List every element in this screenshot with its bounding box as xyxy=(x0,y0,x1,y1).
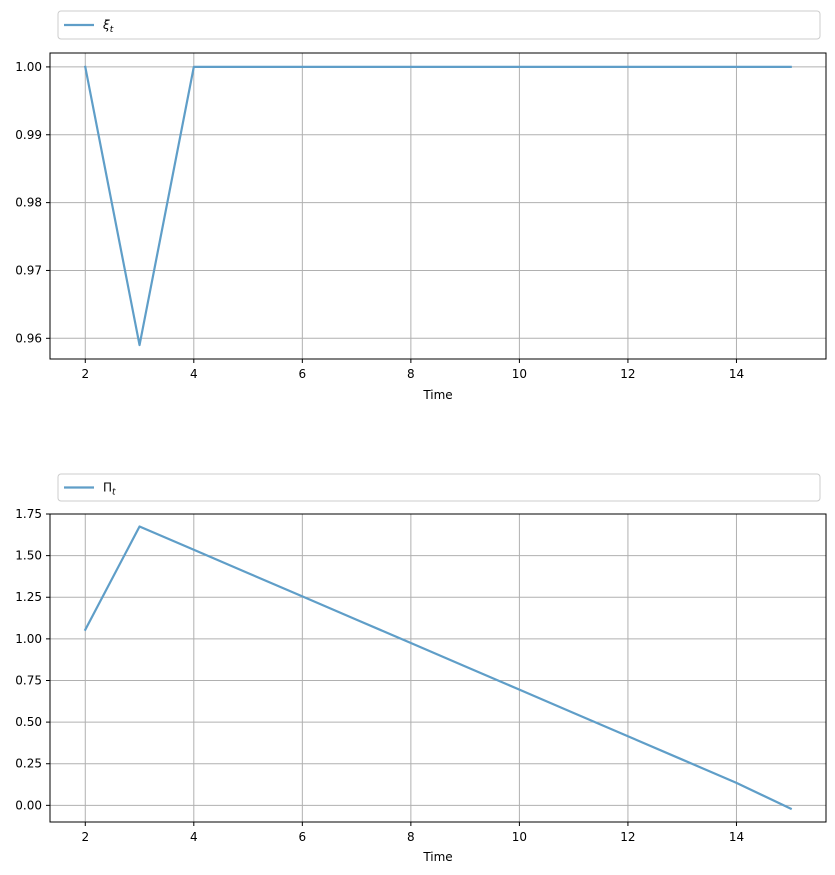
legend-box xyxy=(57,473,821,502)
series-line xyxy=(83,525,793,811)
x-tick-label: 8 xyxy=(407,830,415,844)
x-tick-label: 4 xyxy=(190,830,198,844)
x-tick-label: 12 xyxy=(620,830,635,844)
x-tick-label: 12 xyxy=(620,367,635,381)
y-tick-label: 0.97 xyxy=(15,263,42,277)
y-tick-label: 1.00 xyxy=(15,60,42,74)
y-tick-label: 1.75 xyxy=(15,507,42,521)
y-tick-label: 1.50 xyxy=(15,549,42,563)
y-tick-label: 0.96 xyxy=(15,331,42,345)
legend: Πt xyxy=(57,473,821,502)
legend-box xyxy=(57,10,821,40)
x-tick-label: 10 xyxy=(512,367,527,381)
x-axis-label: Time xyxy=(422,388,452,402)
y-tick-label: 0.75 xyxy=(15,673,42,687)
x-tick-label: 6 xyxy=(299,367,307,381)
y-tick-label: 1.00 xyxy=(15,632,42,646)
series-line xyxy=(83,65,792,347)
y-tick-label: 1.25 xyxy=(15,590,42,604)
x-axis-label: Time xyxy=(422,850,452,864)
legend-label: ξt xyxy=(102,18,114,35)
x-tick-label: 14 xyxy=(729,830,744,844)
y-tick-label: 0.99 xyxy=(15,128,42,142)
x-tick-label: 4 xyxy=(190,367,198,381)
y-tick-label: 0.50 xyxy=(15,715,42,729)
legend: ξt xyxy=(57,10,821,40)
x-tick-label: 2 xyxy=(81,367,89,381)
chart-panel-1: 2 4 6 8 10 12 14 0.96 0.97 0.98 0.99 1.00 Time ξt xyxy=(15,10,827,402)
x-tick-label: 6 xyxy=(299,830,307,844)
y-tick-label: 0.98 xyxy=(15,196,42,210)
x-tick-label: 8 xyxy=(407,367,415,381)
y-tick-label: 0.00 xyxy=(15,798,42,812)
axes-frame xyxy=(49,513,827,823)
x-tick-label: 14 xyxy=(729,367,744,381)
x-tick-label: 2 xyxy=(81,830,89,844)
x-tick-label: 10 xyxy=(512,830,527,844)
legend-label: Πt xyxy=(103,481,116,498)
y-tick-label: 0.25 xyxy=(15,757,42,771)
chart-panel-2: 2 4 6 8 10 12 14 0.00 0.25 0.50 0.75 1.00 1.25 1.50 1.… xyxy=(15,473,827,864)
axes-frame xyxy=(49,52,827,360)
